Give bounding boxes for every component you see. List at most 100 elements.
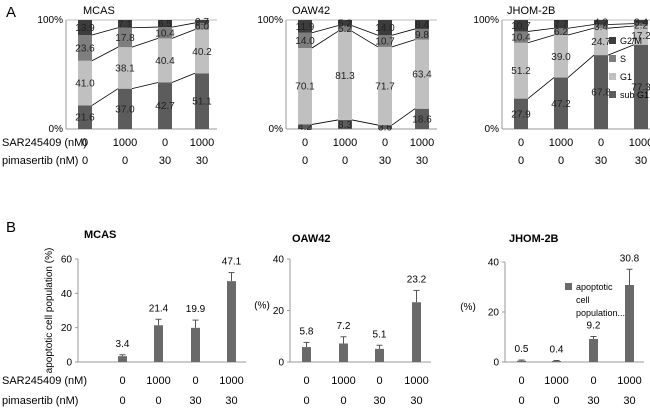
bar-segment-s	[298, 32, 312, 49]
data-label: 14.0	[375, 23, 395, 34]
data-label: 40.2	[192, 47, 212, 58]
series-connector	[131, 26, 159, 29]
data-label: 17.8	[115, 33, 135, 44]
data-label: 9.8	[415, 30, 429, 41]
bar-segment-g1	[415, 39, 429, 109]
bar-segment-subg1	[514, 98, 528, 129]
bar-segment-g2m	[415, 20, 429, 29]
bar	[339, 343, 348, 362]
data-label: 5.2	[338, 24, 352, 35]
data-label: 4.2	[298, 122, 312, 133]
pim-condition-label: 0	[518, 395, 524, 407]
series-connector	[607, 44, 635, 56]
series-connector	[91, 88, 119, 106]
data-label: 10.7	[375, 37, 395, 48]
data-label: 5.1	[373, 329, 387, 340]
data-label: 0.4	[550, 345, 564, 356]
data-label: 4.2	[594, 18, 608, 29]
y-axis-label: apoptotic cell population (%)	[44, 248, 55, 374]
bar-segment-g1	[298, 48, 312, 125]
data-label: 24.7	[591, 37, 611, 48]
pim-condition-label: 30	[410, 395, 422, 407]
bar-segment-g2m	[78, 20, 92, 36]
bar	[302, 347, 311, 362]
pim-condition-label: 0	[119, 395, 125, 407]
data-label: 23.6	[75, 43, 95, 54]
sar-condition-label: 1000	[617, 375, 641, 387]
bar	[625, 285, 634, 362]
series-connector	[527, 27, 555, 32]
pim-condition-label: 0	[518, 155, 524, 167]
chart-title: JHOM-2B	[509, 233, 559, 245]
pim-condition-label: 0	[553, 395, 559, 407]
data-label: 71.7	[375, 81, 395, 92]
pim-condition-label: 30	[379, 155, 391, 167]
chart-title: OAW42	[292, 5, 330, 17]
bar-segment-g1	[118, 47, 132, 89]
data-label: 41.0	[75, 79, 95, 90]
bar	[517, 360, 526, 362]
y-axis-label: (%)	[460, 302, 476, 313]
bar-segment-g2m	[338, 20, 352, 26]
bar-segment-g1	[554, 35, 568, 78]
bar-segment-subg1	[415, 108, 429, 129]
ytick-label: 20	[488, 308, 500, 319]
legend-label: sub G1	[620, 90, 649, 100]
data-label: 6.0	[195, 22, 209, 33]
bar-segment-subg1	[378, 125, 392, 129]
data-label: 39.0	[551, 52, 571, 63]
series-connector	[607, 23, 635, 25]
bar-segment-subg1	[634, 44, 648, 130]
bar-segment-g1	[158, 38, 172, 83]
sar-condition-label: 1000	[629, 137, 650, 149]
stacked-chart-mcas: MCAS 100% 0% 21.6 41.0 23.6 13.9 37.0 38.1 17.8 7.…	[37, 5, 217, 167]
pim-condition-label: 30	[595, 155, 607, 167]
bar-segment-g2m	[514, 20, 528, 32]
sar-condition-label: 1000	[113, 137, 137, 149]
data-label: 77.3	[631, 82, 650, 93]
bar-segment-g2m	[378, 20, 392, 36]
legend-swatch	[565, 283, 572, 290]
data-label: 7.7	[554, 20, 568, 31]
data-label: 6.5	[158, 19, 172, 30]
data-label: 17.2	[631, 31, 650, 42]
legend-swatch	[609, 91, 616, 98]
bar-segment-subg1	[338, 119, 352, 129]
bar	[154, 325, 163, 362]
series-connector	[91, 46, 119, 62]
bar-segment-s	[118, 27, 132, 48]
sar-condition-label: 1000	[410, 137, 434, 149]
data-label: 23.2	[407, 274, 427, 285]
bar-segment-s	[514, 31, 528, 43]
bar-segment-g1	[78, 60, 92, 106]
ytick-label: 0	[66, 358, 72, 369]
bar-segment-s	[195, 22, 209, 30]
data-label: 8.4	[415, 20, 429, 31]
sar-condition-label: 1000	[549, 137, 573, 149]
legend-label: G1	[620, 72, 632, 82]
data-label: 47.1	[222, 257, 242, 268]
series-connector	[391, 108, 416, 126]
data-label: 5.2	[338, 18, 352, 29]
bar	[227, 281, 236, 362]
pim-condition-label: 30	[159, 155, 171, 167]
legend-swatch	[609, 73, 616, 80]
sar-condition-label: 1000	[146, 375, 170, 387]
series-connector	[607, 25, 635, 29]
bar	[552, 361, 561, 362]
bar-segment-s	[554, 28, 568, 36]
ytick-label: 20	[273, 306, 285, 317]
data-label: 3.4	[116, 339, 130, 350]
series-connector	[171, 22, 196, 28]
sar-condition-label: 0	[192, 375, 198, 387]
series-connector	[567, 27, 595, 36]
panel-a-letter: A	[6, 4, 16, 21]
data-label: 27.9	[511, 109, 531, 120]
bar	[589, 339, 598, 362]
bar-segment-g2m	[554, 20, 568, 29]
sar-condition-label: 0	[518, 137, 524, 149]
data-label: 19.9	[186, 304, 206, 315]
legend-swatch	[609, 55, 616, 62]
bar-segment-s	[634, 23, 648, 26]
